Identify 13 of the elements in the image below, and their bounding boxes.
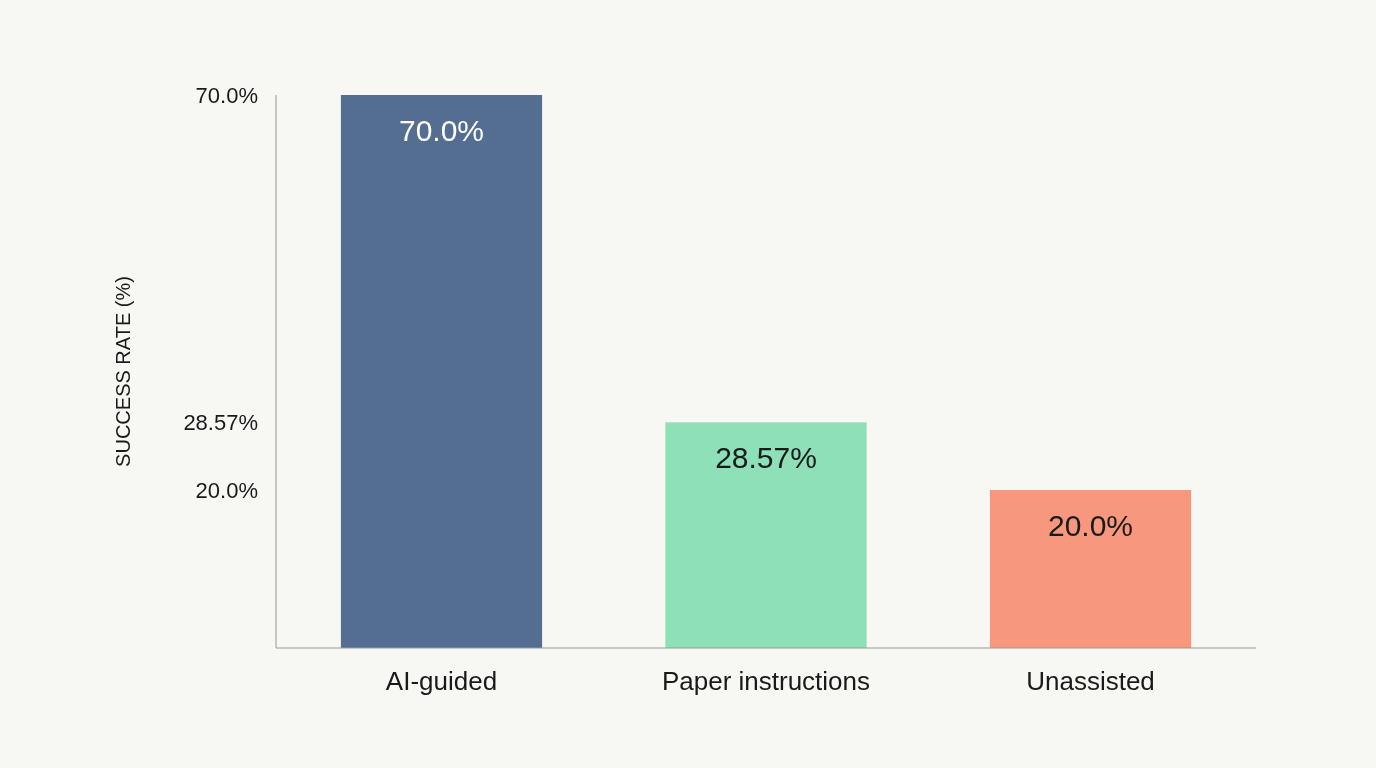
x-tick-label: Unassisted	[1026, 666, 1155, 696]
bar	[989, 490, 1192, 648]
data-label: 20.0%	[1047, 509, 1134, 542]
bar	[340, 95, 543, 648]
y-tick-label: 70.0%	[195, 82, 258, 108]
data-label: 28.57%	[715, 441, 817, 475]
x-tick-label: Paper instructions	[661, 666, 871, 696]
x-tick-label: AI-guided	[385, 666, 498, 696]
y-tick-label: 20.0%	[195, 477, 258, 503]
y-tick-label: 28.57%	[183, 410, 258, 435]
data-label: 70.0%	[398, 114, 485, 147]
bar	[665, 422, 867, 648]
y-axis-title: SUCCESS RATE (%)	[112, 276, 134, 467]
